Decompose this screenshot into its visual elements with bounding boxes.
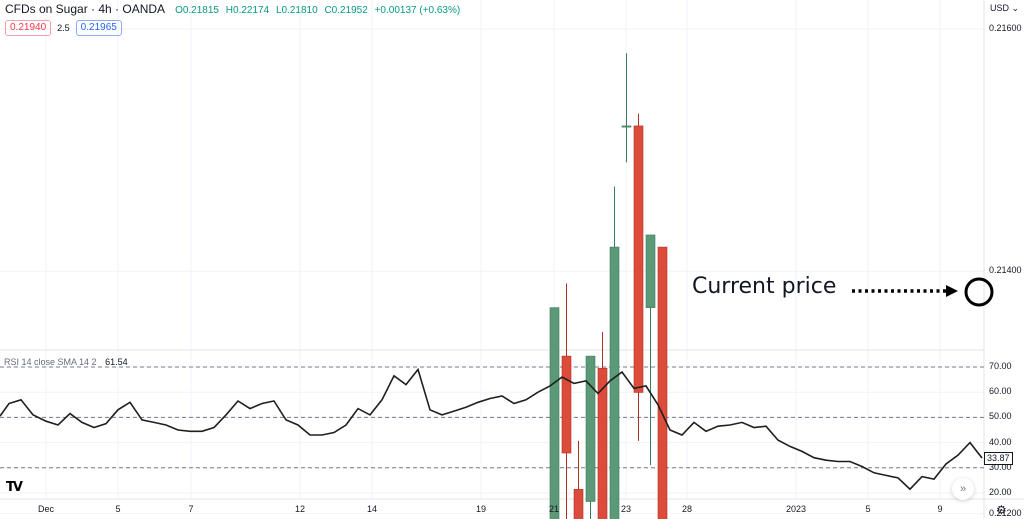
scroll-to-realtime-button[interactable]: »: [952, 478, 974, 500]
rsi-reference-lines: [0, 366, 984, 469]
change-value: +0.00137 (+0.63%): [374, 5, 461, 16]
close-value: C0.21952: [324, 5, 368, 16]
spread-value: 2.5: [57, 23, 70, 33]
rsi-tick-label: 60.00: [989, 386, 1012, 397]
sell-button[interactable]: 0.21940: [5, 20, 52, 36]
symbol-title[interactable]: CFDs on Sugar · 4h · OANDA: [5, 2, 166, 16]
time-tick-label: 9: [937, 504, 943, 514]
time-tick-label: 14: [366, 504, 378, 514]
rsi-label[interactable]: RSI 14 close SMA 14 2: [4, 357, 97, 367]
double-chevron-right-icon: »: [959, 483, 967, 495]
time-tick-label: 23: [620, 504, 632, 514]
rsi-last-value-badge: 33.87: [984, 452, 1013, 465]
rsi-line: [0, 367, 983, 491]
rsi-tick-label: 50.00: [989, 411, 1012, 422]
time-tick-label: 7: [188, 504, 194, 514]
rsi-tick-label: 30.00: [989, 461, 1012, 472]
time-tick-label: 12: [294, 504, 306, 514]
price-tick-label: 0.21400: [989, 265, 1022, 276]
price-tick-label: 0.21200: [989, 507, 1022, 518]
buy-button[interactable]: 0.21965: [75, 20, 122, 36]
time-tick-label: 2023: [785, 504, 807, 514]
time-tick-label: 5: [865, 504, 871, 514]
time-tick-label: 28: [681, 504, 693, 514]
rsi-legend: RSI 14 close SMA 14 2 61.54: [4, 357, 128, 367]
price-tick-label: 0.21600: [989, 23, 1022, 33]
rsi-tick-label: 70.00: [989, 361, 1012, 371]
tradingview-logo[interactable]: TV: [6, 480, 23, 495]
candlestick-series: [549, 53, 668, 519]
rsi-value: 61.54: [105, 357, 128, 367]
low-value: L0.21810: [275, 5, 318, 16]
current-price-circle: [964, 277, 994, 307]
open-value: O0.21815: [175, 5, 219, 16]
time-tick-label: 19: [475, 504, 487, 514]
currency-selector[interactable]: USD ⌄: [990, 3, 1020, 13]
rsi-tick-label: 20.00: [989, 487, 1012, 497]
current-price-arrow: [852, 285, 958, 297]
trade-buttons: 0.21940 2.5 0.21965: [5, 20, 122, 36]
symbol-legend: CFDs on Sugar · 4h · OANDA O0.21815 H0.2…: [5, 2, 464, 16]
rsi-tick-label: 40.00: [989, 436, 1012, 447]
grid-lines: [0, 0, 984, 515]
ohlc-values: O0.21815 H0.22174 L0.21810 C0.21952 +0.0…: [175, 5, 464, 16]
time-tick-label: 5: [115, 504, 121, 514]
time-tick-label: 21: [548, 504, 560, 514]
current-price-annotation: Current price: [692, 274, 837, 299]
high-value: H0.22174: [225, 5, 270, 16]
time-tick-label: Dec: [37, 504, 55, 514]
settings-gear-icon[interactable]: ⚙: [996, 503, 1007, 517]
